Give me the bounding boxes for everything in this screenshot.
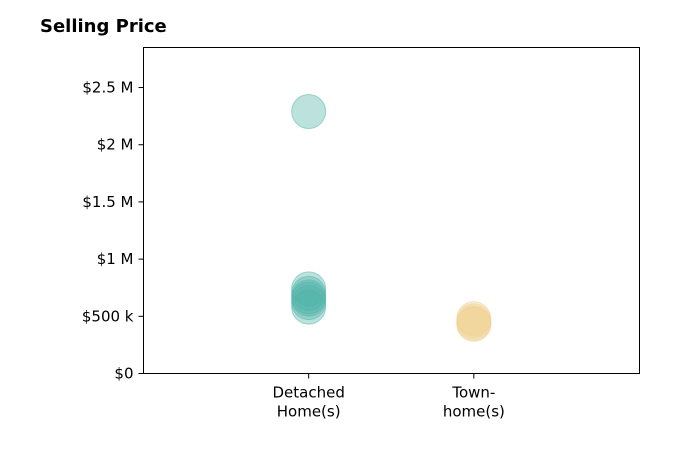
- data-point: [291, 289, 327, 325]
- data-point: [291, 271, 327, 307]
- y-tick-label: $500 k: [82, 307, 134, 325]
- y-tick-label: $1 M: [97, 250, 134, 268]
- x-tick-label: Town-home(s): [443, 384, 505, 421]
- chart-title: Selling Price: [40, 16, 167, 37]
- y-tick-label: $1.5 M: [82, 193, 133, 211]
- plot-frame: [143, 47, 640, 374]
- chart-marks: [291, 94, 492, 342]
- x-tick-label: Detached Home(s): [272, 384, 344, 421]
- data-point: [291, 94, 327, 130]
- y-tick-label: $0: [114, 365, 133, 383]
- y-tick-label: $2 M: [97, 136, 134, 154]
- y-tick-label: $2.5 M: [82, 79, 133, 97]
- data-point: [291, 285, 327, 321]
- data-point: [456, 306, 492, 342]
- y-axis: $0 $500 k $1 M $1.5 M $2 M $2.5 M: [82, 79, 144, 383]
- x-axis: Detached Home(s) Town-home(s): [272, 373, 505, 421]
